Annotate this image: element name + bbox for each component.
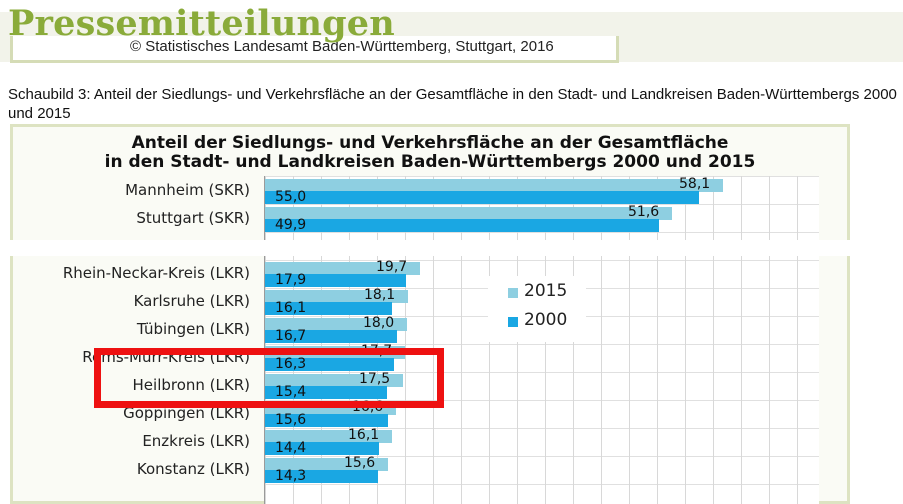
value-label-2015: 15,6 [344, 455, 376, 471]
value-label-2015: 17,5 [359, 371, 391, 387]
bar-2000 [265, 358, 394, 371]
value-label-2015: 19,7 [376, 259, 408, 275]
value-label-2000: 14,3 [275, 468, 307, 484]
right-margin [850, 124, 903, 504]
value-label-2000: 16,7 [275, 328, 307, 344]
category-label: Rhein-Neckar-Kreis (LKR) [62, 264, 250, 282]
bar-2015 [265, 179, 723, 192]
bar-2000 [265, 386, 387, 399]
page-title[interactable]: Pressemitteilungen [8, 3, 395, 44]
value-label-2015: 18,1 [364, 287, 396, 303]
bar-2015 [265, 262, 420, 275]
copyright-text: © Statistisches Landesamt Baden-Württemb… [130, 38, 554, 55]
value-label-2000: 14,4 [275, 440, 307, 456]
bar-2000 [265, 219, 659, 232]
value-label-2015: 58,1 [679, 176, 711, 192]
value-label-2015: 51,6 [628, 204, 660, 220]
bar-2015 [265, 318, 407, 331]
bar-2000 [265, 274, 406, 287]
bar-2015 [265, 430, 392, 443]
bar-2015 [265, 374, 403, 387]
value-label-2000: 17,9 [275, 272, 307, 288]
bar-2000 [265, 414, 388, 427]
category-label: Konstanz (LKR) [136, 460, 250, 478]
bar-2015 [265, 290, 408, 303]
copyright-box [10, 36, 619, 63]
category-label: Karlsruhe (LKR) [133, 292, 250, 310]
category-label: Tübingen (LKR) [136, 320, 250, 338]
category-label: Enzkreis (LKR) [142, 432, 250, 450]
legend-swatch-2015 [508, 288, 518, 298]
legend-label-2015: 2015 [524, 281, 568, 301]
category-label: Stuttgart (SKR) [136, 209, 250, 227]
value-label-2015: 18,0 [363, 315, 395, 331]
bar-2000 [265, 191, 699, 204]
chart-title-line2: in den Stadt- und Landkreisen Baden-Würt… [104, 152, 756, 172]
bar-2000 [265, 330, 397, 343]
value-label-2000: 15,6 [275, 412, 307, 428]
category-label: Mannheim (SKR) [125, 181, 250, 199]
value-label-2015: 16,1 [348, 427, 380, 443]
figure-caption: Schaubild 3: Anteil der Siedlungs- und V… [8, 86, 897, 122]
bar-2015 [265, 458, 388, 471]
value-label-2000: 16,1 [275, 300, 307, 316]
bar-2000 [265, 470, 378, 483]
chart-legend [488, 276, 586, 342]
highlight-box [94, 348, 444, 408]
bar-2015 [265, 207, 672, 220]
bar-2000 [265, 442, 379, 455]
screenshot-gap [0, 240, 903, 256]
value-label-2000: 16,3 [275, 356, 307, 372]
legend-label-2000: 2000 [524, 310, 568, 330]
bar-2000 [265, 302, 392, 315]
category-label: Göppingen (LKR) [123, 404, 250, 422]
value-label-2000: 55,0 [275, 189, 307, 205]
value-label-2000: 49,9 [275, 217, 307, 233]
chart-title-line1: Anteil der Siedlungs- und Verkehrsfläche… [131, 133, 729, 153]
legend-swatch-2000 [508, 317, 518, 327]
value-label-2000: 15,4 [275, 384, 307, 400]
category-label: Heilbronn (LKR) [132, 376, 250, 394]
